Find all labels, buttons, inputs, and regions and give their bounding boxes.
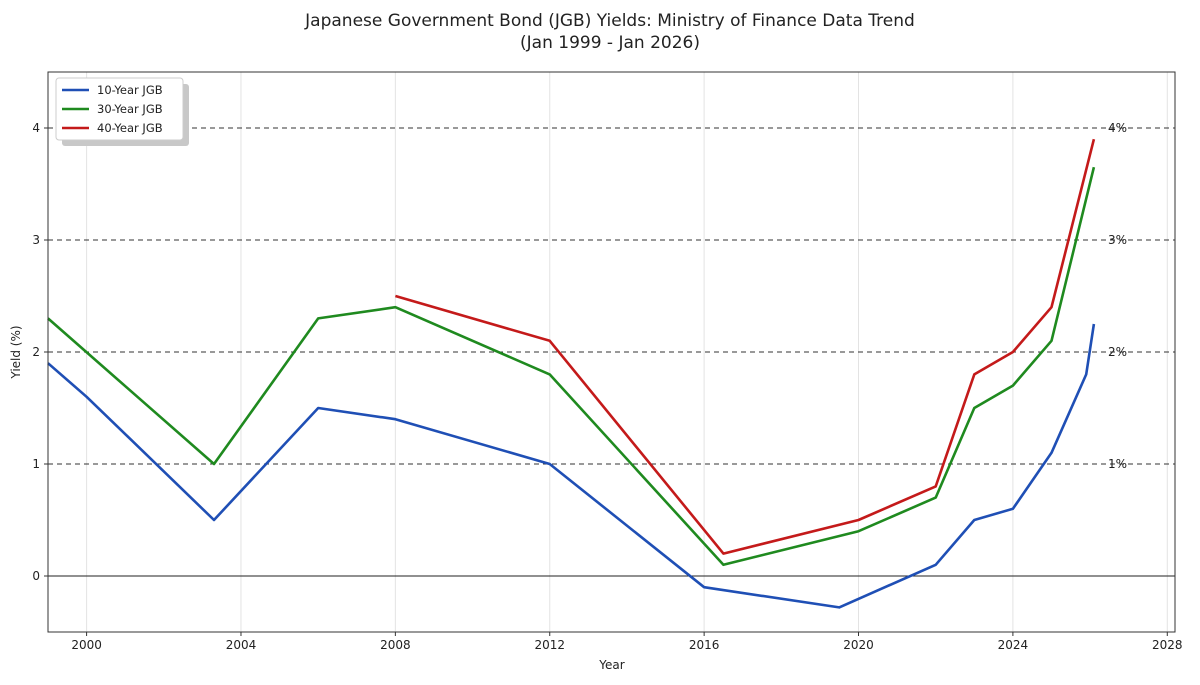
y-tick-label: 3: [32, 233, 40, 247]
chart-title: Japanese Government Bond (JGB) Yields: M…: [305, 11, 915, 31]
reference-line-label: 4%: [1108, 121, 1127, 135]
legend: 10-Year JGB 30-Year JGB 40-Year JGB: [55, 77, 189, 146]
y-tick-label: 2: [32, 345, 40, 359]
tick-layer: 2000 2004 2008 2012 2016 2020 2024 2028 0 1 2 3 4: [32, 121, 1182, 652]
y-tick-label: 1: [32, 457, 40, 471]
series-line-1: [47, 323, 1096, 609]
legend-items: 10-Year JGB 30-Year JGB 40-Year JGB: [62, 83, 163, 135]
legend-label: 10-Year JGB: [97, 83, 163, 97]
reference-line-label: 3%: [1108, 233, 1127, 247]
x-tick-label: 2000: [71, 638, 102, 652]
x-tick-label: 2012: [534, 638, 565, 652]
x-axis-label: Year: [598, 658, 624, 672]
series-line-3: [395, 138, 1096, 555]
y-tick-label: 0: [32, 569, 40, 583]
x-tick-label: 2008: [380, 638, 411, 652]
series-layer: [47, 138, 1096, 609]
x-tick-label: 2024: [998, 638, 1029, 652]
reference-line-label: 1%: [1108, 457, 1127, 471]
legend-box: [55, 77, 184, 141]
y-axis-label: Yield (%): [9, 325, 23, 379]
reference-lines: 1% 2% 3% 4%: [48, 121, 1175, 577]
legend-label: 40-Year JGB: [97, 121, 163, 135]
reference-line-label: 2%: [1108, 345, 1127, 359]
x-tick-label: 2028: [1152, 638, 1183, 652]
chart-subtitle: (Jan 1999 - Jan 2026): [520, 33, 700, 53]
y-tick-label: 4: [32, 121, 40, 135]
x-tick-label: 2020: [843, 638, 874, 652]
x-tick-label: 2004: [226, 638, 257, 652]
legend-label: 30-Year JGB: [97, 102, 163, 116]
series-line-2: [47, 166, 1096, 567]
x-tick-label: 2016: [689, 638, 720, 652]
